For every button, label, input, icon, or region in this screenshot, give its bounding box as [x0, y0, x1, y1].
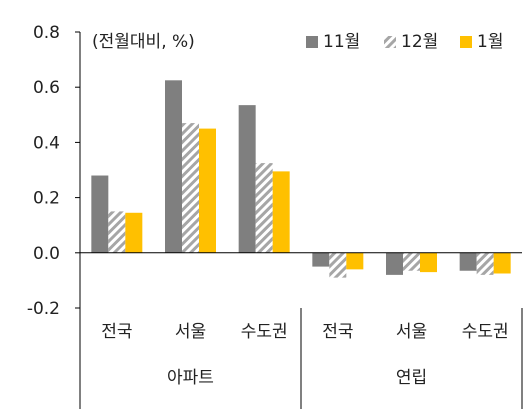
bar-12월-4: [403, 252, 420, 271]
x-category-label: 수도권: [462, 322, 509, 342]
y-tick-label: 0.6: [33, 78, 60, 98]
bar-11월-0: [91, 175, 109, 253]
x-category-label: 서울: [396, 322, 427, 342]
legend-swatch: [384, 36, 396, 48]
legend-swatch: [460, 36, 472, 48]
legend-label: 12월: [401, 32, 438, 52]
bar-12월-5: [476, 252, 494, 275]
bar-1월-3: [346, 252, 364, 270]
x-category-label: 전국: [101, 322, 132, 342]
bar-1월-4: [420, 252, 437, 273]
legend: 11월 12월 1월: [306, 32, 503, 52]
x-group-label: 아파트: [167, 368, 214, 388]
legend-swatch: [306, 36, 318, 48]
bar-11월-3: [312, 252, 330, 267]
x-group-label: 연립: [396, 368, 427, 388]
bar-1월-5: [493, 252, 511, 274]
bar-12월-0: [108, 211, 126, 253]
bar-11월-5: [459, 252, 477, 271]
bar-11월-1: [165, 80, 182, 253]
y-tick-label: 0.2: [33, 189, 60, 209]
y-tick-label: 0.8: [33, 23, 60, 43]
y-tick-label: 0.0: [33, 244, 60, 264]
bar-12월-2: [255, 163, 273, 253]
bars: [91, 80, 511, 278]
bar-11월-4: [386, 252, 403, 275]
legend-label: 1월: [477, 32, 503, 52]
bar-1월-1: [199, 128, 216, 253]
legend-label: 11월: [323, 32, 360, 52]
bar-12월-3: [329, 252, 347, 278]
x-category-label: 전국: [322, 322, 353, 342]
unit-note: (전월대비, %): [92, 32, 195, 52]
y-tick-label: -0.2: [27, 299, 60, 319]
bar-1월-0: [125, 212, 143, 253]
bar-1월-2: [272, 171, 290, 253]
x-category-label: 서울: [175, 322, 206, 342]
bar-11월-2: [238, 105, 256, 253]
y-tick-label: 0.4: [33, 133, 60, 153]
y-axis: 0.8 0.6 0.4 0.2 0.0 -0.2: [27, 23, 81, 409]
bar-12월-1: [182, 123, 199, 253]
x-category-label: 수도권: [241, 322, 288, 342]
